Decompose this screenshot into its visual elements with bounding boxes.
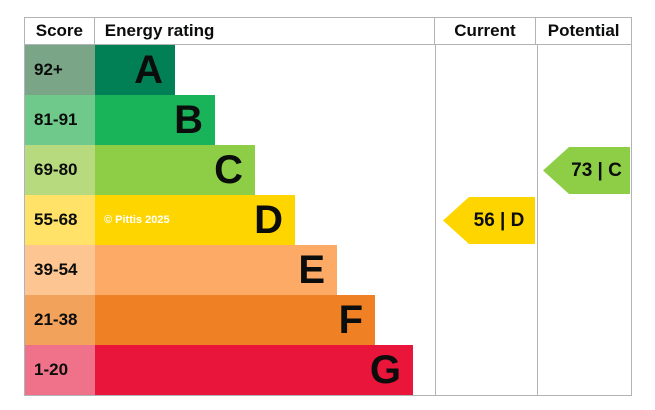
band-score-d: 55-68: [25, 195, 95, 245]
band-row-b: 81-91 B: [25, 95, 631, 145]
potential-column-divider: [537, 45, 538, 395]
band-row-a: 92+ A: [25, 45, 631, 95]
band-score-g: 1-20: [25, 345, 95, 395]
band-bar-e: E: [95, 245, 337, 295]
bands-area: 92+ A 81-91 B 69-80 C 55-68 © Pittis 202…: [25, 45, 631, 395]
band-letter-g: G: [369, 348, 401, 392]
band-letter-c: C: [214, 148, 243, 192]
band-score-e: 39-54: [25, 245, 95, 295]
band-letter-d: D: [254, 198, 283, 242]
copyright-watermark: © Pittis 2025: [104, 214, 170, 226]
band-bar-d: © Pittis 2025 D: [95, 195, 295, 245]
band-score-a: 92+: [25, 45, 95, 95]
band-score-c: 69-80: [25, 145, 95, 195]
current-rating-label: 56 | D: [473, 209, 525, 231]
band-letter-a: A: [134, 48, 163, 92]
chart-header-row: Score Energy rating Current Potential: [25, 18, 631, 45]
band-bar-a: A: [95, 45, 175, 95]
current-column-divider: [435, 45, 436, 395]
band-letter-e: E: [298, 248, 325, 292]
band-letter-f: F: [338, 298, 363, 342]
score-column-header: Score: [25, 18, 95, 44]
band-row-c: 69-80 C: [25, 145, 631, 195]
band-bar-c: C: [95, 145, 255, 195]
band-score-f: 21-38: [25, 295, 95, 345]
energy-rating-column-header: Energy rating: [104, 21, 215, 40]
band-bar-g: G: [95, 345, 413, 395]
band-row-e: 39-54 E: [25, 245, 631, 295]
epc-rating-chart: Score Energy rating Current Potential 92…: [24, 17, 632, 396]
potential-column-header: Potential: [535, 18, 631, 44]
band-row-g: 1-20 G: [25, 345, 631, 395]
band-letter-b: B: [174, 98, 203, 142]
band-row-d: 55-68 © Pittis 2025 D: [25, 195, 631, 245]
band-row-f: 21-38 F: [25, 295, 631, 345]
band-score-b: 81-91: [25, 95, 95, 145]
band-bar-b: B: [95, 95, 215, 145]
current-column-header: Current: [433, 18, 536, 44]
band-bar-f: F: [95, 295, 375, 345]
potential-rating-label: 73 | C: [571, 159, 622, 181]
